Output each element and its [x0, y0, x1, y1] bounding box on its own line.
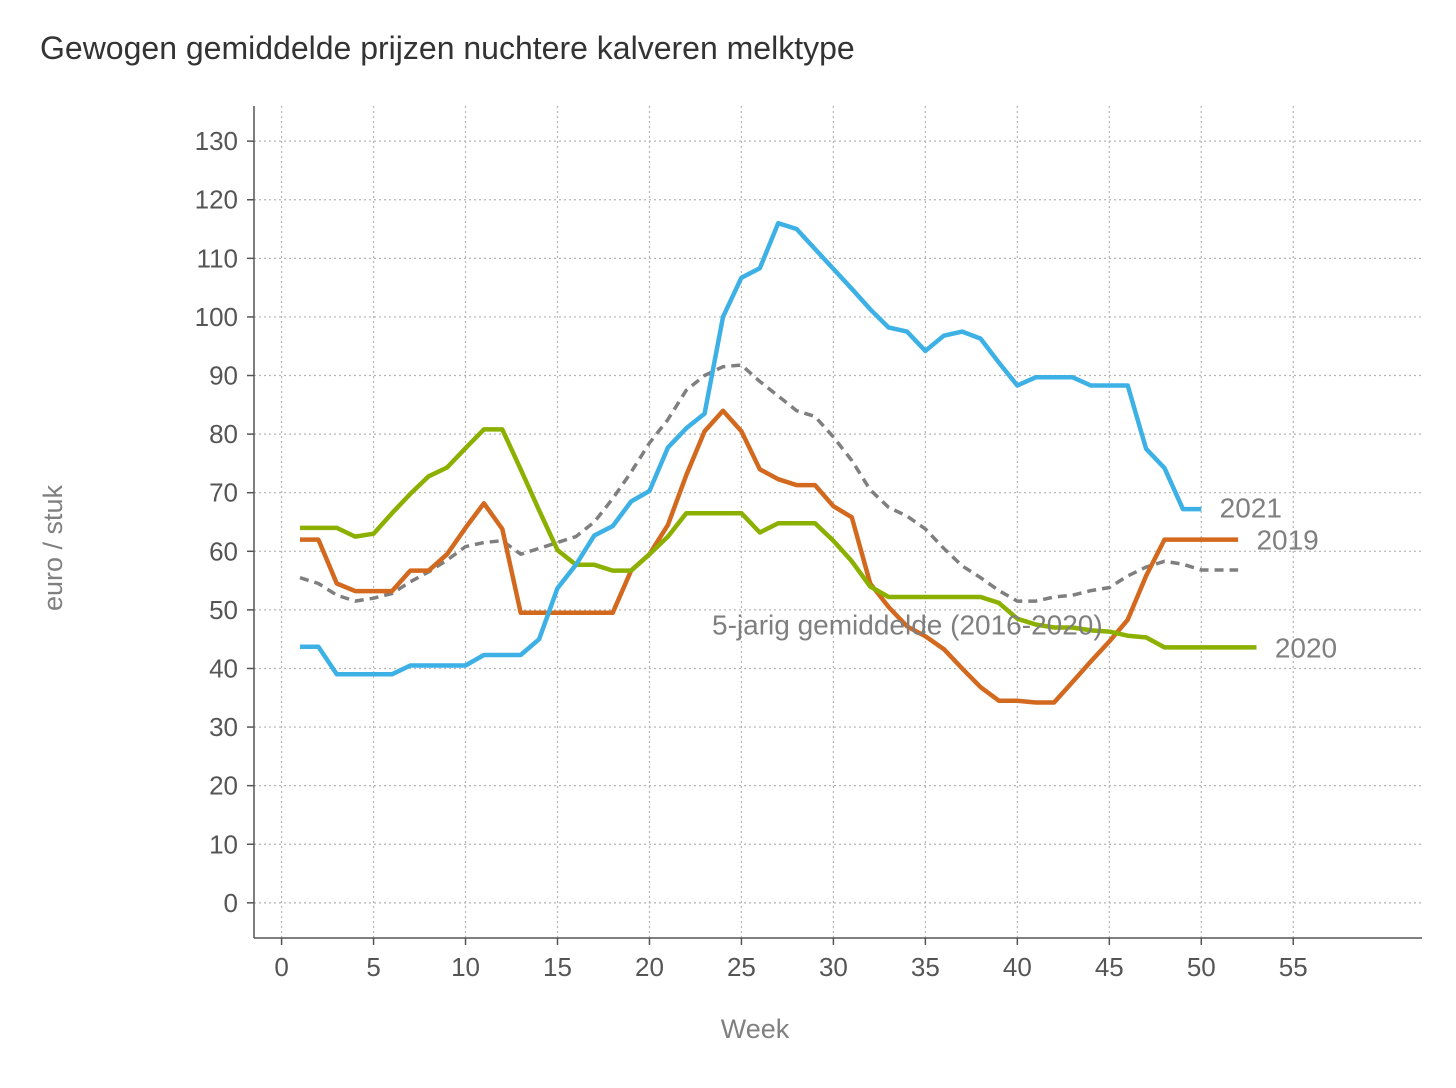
x-tick-label: 50	[1187, 952, 1216, 982]
series-line-3	[300, 220, 1202, 677]
series-lines	[299, 220, 1257, 705]
y-tick-label: 130	[195, 126, 238, 156]
x-tick-label: 45	[1095, 952, 1124, 982]
series-line-1	[300, 408, 1239, 705]
y-tick-label: 60	[209, 536, 238, 566]
grid-lines	[254, 106, 1422, 938]
x-tick-label: 55	[1279, 952, 1308, 982]
x-axis-label: Week	[721, 1014, 790, 1044]
y-tick-label: 120	[195, 185, 238, 215]
y-tick-label: 10	[209, 829, 238, 859]
y-axis-label: euro / stuk	[38, 484, 68, 611]
x-tick-label: 0	[274, 952, 288, 982]
x-tick-label: 25	[727, 952, 756, 982]
x-tick-label: 5	[366, 952, 380, 982]
series-label-0: 2021	[1220, 492, 1282, 523]
y-tick-label: 0	[224, 888, 238, 918]
y-tick-label: 90	[209, 361, 238, 391]
y-tick-label: 30	[209, 712, 238, 742]
x-tick-label: 40	[1003, 952, 1032, 982]
x-tick-label: 15	[543, 952, 572, 982]
x-tick-label: 20	[635, 952, 664, 982]
x-tick-label: 30	[819, 952, 848, 982]
y-tick-label: 20	[209, 771, 238, 801]
axes	[247, 106, 1422, 945]
series-label-2: 2020	[1275, 632, 1337, 663]
x-tick-label: 35	[911, 952, 940, 982]
series-line-0	[299, 363, 1239, 603]
series-label-3: 5-jarig gemiddelde (2016-2020)	[712, 610, 1103, 641]
y-tick-label: 70	[209, 478, 238, 508]
series-line-2	[300, 427, 1257, 650]
y-tick-label: 100	[195, 302, 238, 332]
series-label-1: 2019	[1256, 525, 1318, 556]
x-tick-label: 10	[451, 952, 480, 982]
y-tick-label: 80	[209, 419, 238, 449]
y-tick-label: 110	[197, 243, 238, 273]
y-tick-label: 40	[209, 653, 238, 683]
chart-title: Gewogen gemiddelde prijzen nuchtere kalv…	[40, 30, 855, 66]
y-tick-label: 50	[209, 595, 238, 625]
